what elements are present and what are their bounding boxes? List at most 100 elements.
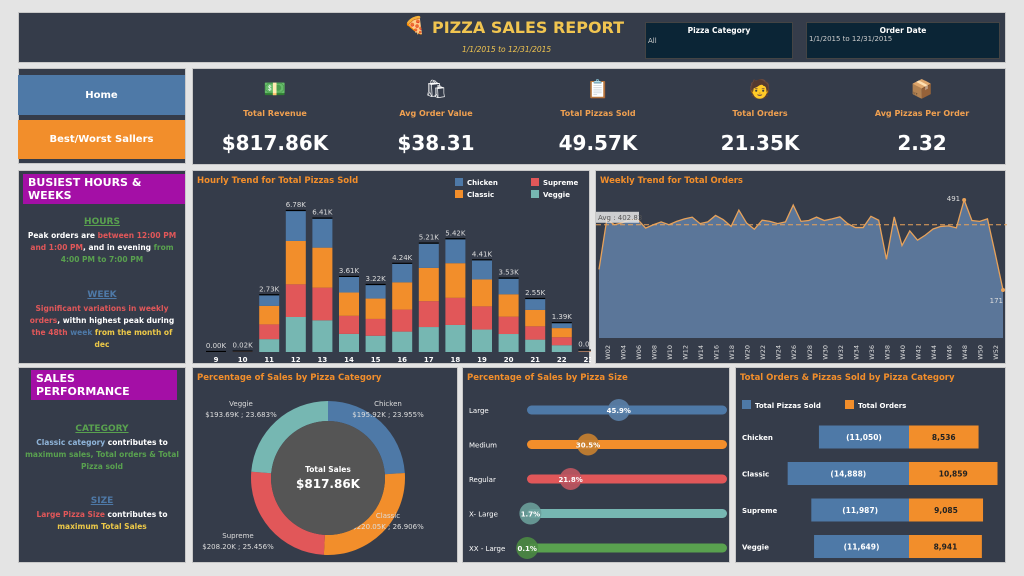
x-tick-label: W14 <box>697 345 705 360</box>
x-tick-label: W30 <box>821 345 829 360</box>
center-label: Total Sales <box>305 465 351 474</box>
note-text: contributes to <box>105 438 168 447</box>
kpi-total-orders: 🧑 Total Orders 21.35K <box>680 69 840 155</box>
sales-performance-title: SALES PERFORMANCE <box>31 370 177 400</box>
slice-label: $193.69K ; 23.683% <box>205 411 277 419</box>
average-label: Avg : 402.83 <box>598 214 642 222</box>
page-title: PIZZA SALES REPORT <box>432 18 625 37</box>
category-label: Classic <box>742 471 769 479</box>
total-label: 6.41K <box>312 209 333 217</box>
x-tick-label: W52 <box>992 345 1000 360</box>
bar-segment-classic <box>312 247 333 288</box>
legend-swatch <box>531 178 539 186</box>
bar-segment-veggie <box>365 335 386 352</box>
size-label: Medium <box>469 442 497 450</box>
x-tick-label: 13 <box>318 356 328 364</box>
bar-segment-classic <box>285 240 306 285</box>
bar-segment-classic <box>392 282 413 310</box>
x-tick-label: W38 <box>883 345 891 360</box>
chart-title: Weekly Trend for Total Orders <box>600 176 743 186</box>
order-date-filter[interactable]: Order Date 1/1/2015 to 12/31/2015 <box>806 22 1000 59</box>
x-tick-label: W22 <box>759 345 767 360</box>
date-range-subtitle: 1/1/2015 to 12/31/2015 <box>462 45 552 54</box>
x-tick-label: 15 <box>371 356 381 364</box>
x-tick-label: W24 <box>775 345 783 360</box>
bar-segment-chicken <box>312 218 333 248</box>
legend-label: Supreme <box>543 179 579 187</box>
total-label: 6.78K <box>286 201 307 209</box>
legend-swatch <box>742 400 751 409</box>
data-point <box>1001 287 1005 292</box>
bar-segment-supreme <box>472 306 492 330</box>
pizzas-sold-label: (14,888) <box>830 470 866 479</box>
note-text: contributes to <box>104 510 168 519</box>
note-text: , and in evening <box>83 243 154 252</box>
category-sales-donut: Percentage of Sales by Pizza Category Ch… <box>192 367 458 563</box>
donut-center <box>271 421 385 535</box>
x-tick-label: W18 <box>728 345 736 360</box>
x-tick-label: 19 <box>477 356 487 364</box>
size-chart-svg: Large 45.9% Medium 30.5% Regular 21.8% X- Larg… <box>469 399 727 559</box>
kpi-total-revenue: 💵 Total Revenue $817.86K <box>195 69 355 155</box>
total-label: 5.21K <box>419 234 440 242</box>
size-value-label: 1.7% <box>521 511 540 519</box>
x-tick-label: W16 <box>713 345 721 360</box>
total-label: 4.41K <box>472 250 493 258</box>
x-tick-label: W08 <box>650 345 658 360</box>
x-tick-label: W48 <box>961 345 969 360</box>
bar-segment-supreme <box>445 297 466 325</box>
x-tick-label: W02 <box>604 345 612 360</box>
hours-heading: HOURS <box>84 217 120 227</box>
donut-slice-classic <box>323 472 405 555</box>
size-marker <box>559 468 582 490</box>
category-label: Chicken <box>742 434 773 442</box>
orders-bar <box>909 462 998 485</box>
orders-label: 8,941 <box>934 543 958 552</box>
data-point <box>962 198 967 202</box>
bar-segment-chicken <box>418 243 439 268</box>
total-label: 0.00K <box>206 342 227 350</box>
total-label: 0.02K <box>233 342 254 350</box>
slice-label: $195.92K ; 23.955% <box>352 411 424 419</box>
weekly-trend-chart: Weekly Trend for Total Orders Avg : 402.… <box>595 170 1007 364</box>
x-tick-label: W40 <box>899 345 907 360</box>
legend-label: Classic <box>467 191 494 199</box>
bar-segment-supreme <box>259 324 280 340</box>
x-tick-label: 12 <box>291 356 301 364</box>
x-tick-label: W10 <box>666 345 674 360</box>
pizza-category-filter[interactable]: Pizza Category All <box>645 22 793 59</box>
bar-segment-classic <box>418 267 439 302</box>
x-tick-label: W12 <box>681 345 689 360</box>
note-text: between 12:00 PM and 1:00 PM <box>30 231 177 252</box>
category-heading: CATEGORY <box>75 424 129 434</box>
kpi-value: $817.86K <box>221 131 329 155</box>
pizzas-sold-label: (11,649) <box>844 543 880 552</box>
kpi-avg-pizzas-per-order: 📦 Avg Pizzas Per Order 2.32 <box>842 69 1002 155</box>
bar-segment-veggie <box>285 316 306 352</box>
bar-segment-chicken <box>525 298 546 310</box>
x-tick-label: W44 <box>930 345 938 360</box>
x-tick-label: W36 <box>868 345 876 360</box>
note-text: Significant variations in weekly orders <box>29 304 169 325</box>
size-track <box>527 474 727 484</box>
delivery-person-icon: 🧑 <box>748 79 772 100</box>
orders-label: 9,085 <box>934 506 958 515</box>
size-label: XX - Large <box>469 545 505 553</box>
size-track <box>527 543 727 553</box>
bar-segment-veggie <box>259 339 280 352</box>
orders-bar <box>909 535 982 558</box>
bar-segment-chicken <box>551 323 572 329</box>
bar-segment-supreme <box>418 301 439 328</box>
legend-label: Total Pizzas Sold <box>755 402 821 410</box>
bar-segment-supreme <box>498 316 519 335</box>
slice-label: $208.20K ; 25.456% <box>202 543 274 551</box>
best-worst-sellers-button[interactable]: Best/Worst Sallers <box>18 120 185 159</box>
home-button[interactable]: Home <box>18 75 185 115</box>
x-tick-label: W50 <box>977 345 985 360</box>
bar-segment-chicken <box>392 263 413 283</box>
kpi-label: Avg Pizzas Per Order <box>874 109 970 118</box>
size-value-label: 21.8% <box>558 476 582 484</box>
pizzas-sold-label: (11,987) <box>842 506 878 515</box>
note-text: from the month of dec <box>92 328 173 349</box>
chart-title: Percentage of Sales by Pizza Category <box>197 373 382 383</box>
